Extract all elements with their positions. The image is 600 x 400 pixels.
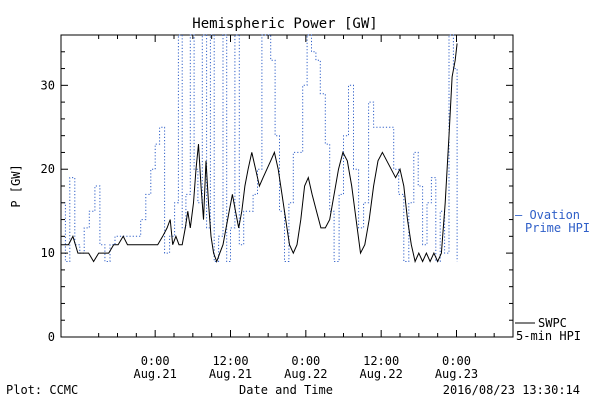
x-tick-label-time: 0:00 xyxy=(291,354,320,368)
legend: — Ovation Prime HPI SWPC 5-min HPI xyxy=(515,208,590,343)
x-axis-label: Date and Time xyxy=(239,383,333,397)
x-tick-label-time: 12:00 xyxy=(363,354,399,368)
legend-ovation-line1: — Ovation xyxy=(515,208,580,222)
x-tick-label-date: Aug.21 xyxy=(133,367,176,381)
y-tick-label: 30 xyxy=(41,78,55,92)
x-tick-label-date: Aug.23 xyxy=(435,367,478,381)
y-axis-ticks: 0 10 20 30 xyxy=(41,34,513,344)
x-axis-ticks: 0:00Aug.2112:00Aug.210:00Aug.2212:00Aug.… xyxy=(98,35,514,381)
series-layer xyxy=(61,34,458,264)
series-ovation-prime-line xyxy=(61,34,458,262)
x-tick-label-time: 0:00 xyxy=(442,354,471,368)
x-tick-label-date: Aug.22 xyxy=(359,367,402,381)
y-tick-label: 0 xyxy=(48,330,55,344)
x-tick-label-time: 12:00 xyxy=(212,354,248,368)
y-tick-label: 20 xyxy=(41,162,55,176)
x-tick-label-date: Aug.22 xyxy=(284,367,327,381)
footer-plot-credit: Plot: CCMC xyxy=(6,383,78,397)
y-tick-label: 10 xyxy=(41,246,55,260)
series-swpc-line xyxy=(61,43,458,264)
legend-swpc-line1: SWPC xyxy=(538,316,567,330)
chart-title: Hemispheric Power [GW] xyxy=(192,16,377,32)
y-axis-label: P [GW] xyxy=(9,164,23,207)
legend-swpc-line2: 5-min HPI xyxy=(516,329,581,343)
x-tick-label-date: Aug.21 xyxy=(209,367,252,381)
x-tick-label-time: 0:00 xyxy=(141,354,170,368)
plot-frame xyxy=(60,34,514,338)
legend-ovation-line2: Prime HPI xyxy=(525,221,590,235)
footer-timestamp: 2016/08/23 13:30:14 xyxy=(443,383,580,397)
